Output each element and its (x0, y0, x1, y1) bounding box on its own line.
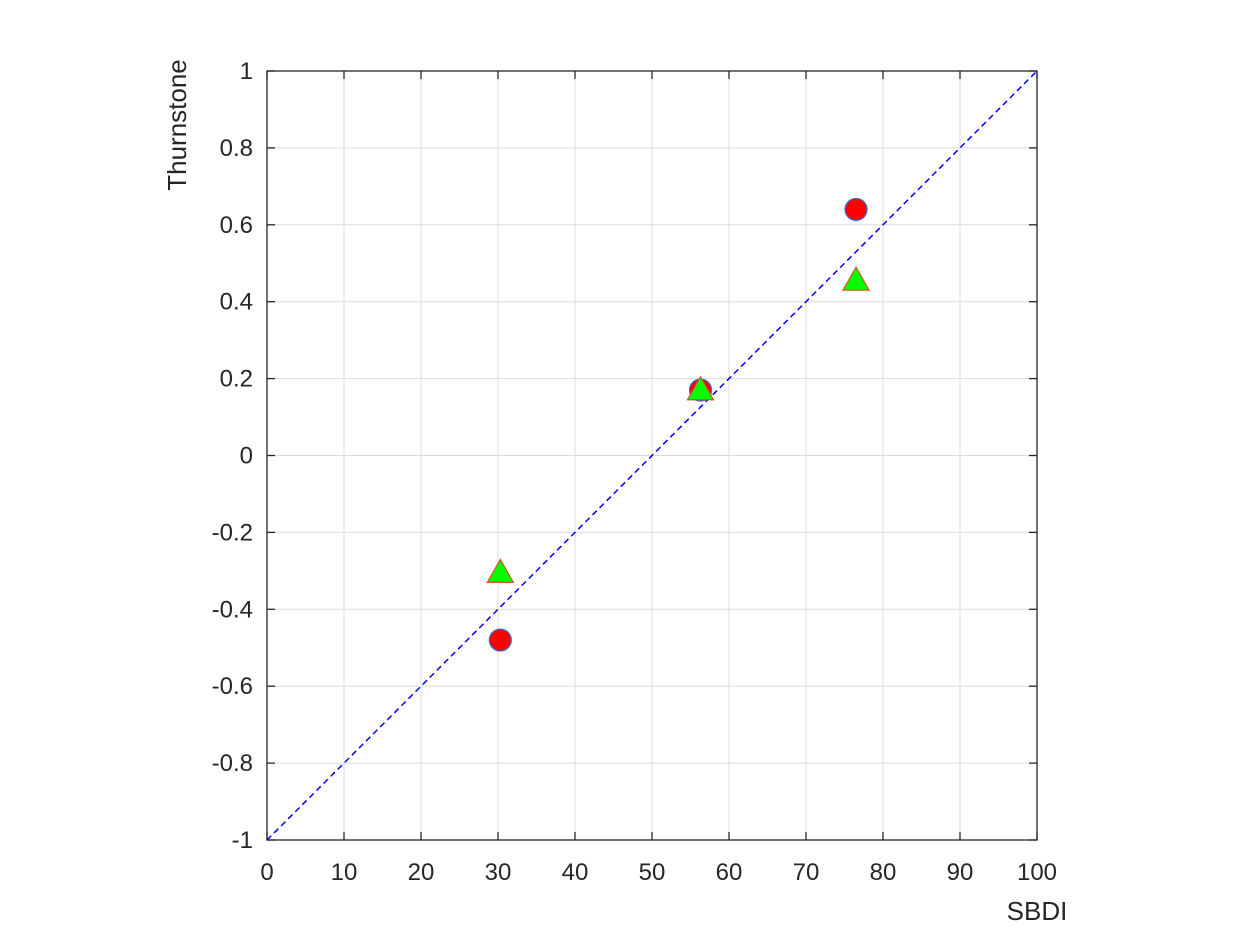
circle-marker (844, 197, 868, 222)
circle-marker (488, 628, 512, 652)
y-tick-label: -0.2 (212, 519, 253, 546)
y-tick-label: -0.4 (212, 596, 253, 623)
x-tick-label: 80 (870, 859, 897, 886)
y-tick-label: -1 (232, 827, 253, 854)
y-tick-label: 1 (240, 58, 253, 85)
x-axis-label: SBDI (1007, 896, 1068, 926)
x-tick-label: 10 (331, 859, 358, 886)
x-tick-label: 50 (639, 859, 666, 886)
x-tick-label: 0 (260, 859, 273, 886)
y-axis-label: Thurnstone (162, 59, 192, 191)
y-tick-label: -0.6 (212, 673, 253, 700)
x-tick-label: 60 (716, 859, 743, 886)
y-tick-label: 0.8 (220, 135, 253, 162)
y-tick-label: 0 (240, 443, 253, 470)
y-tick-label: 0.4 (220, 289, 253, 316)
x-tick-label: 40 (562, 859, 589, 886)
y-tick-label: 0.2 (220, 366, 253, 393)
x-tick-label: 30 (485, 859, 512, 886)
reference-line (266, 70, 1038, 841)
x-tick-label: 20 (408, 859, 435, 886)
triangle-marker (842, 265, 871, 291)
y-tick-label: 0.6 (220, 212, 253, 239)
axis-ticks: 0 10 20 30 40 50 60 70 80 90 100-1-0.8-0.6-0.4-0.2… (212, 58, 1057, 886)
y-tick-label: -0.8 (212, 750, 253, 777)
triangle-marker (486, 558, 515, 583)
x-tick-label: 100 (1017, 859, 1057, 886)
triangle-marker (686, 375, 715, 401)
data-markers (486, 197, 871, 652)
x-tick-label: 90 (947, 859, 974, 886)
x-tick-label: 70 (793, 859, 820, 886)
reference-line-layer (266, 70, 1038, 841)
